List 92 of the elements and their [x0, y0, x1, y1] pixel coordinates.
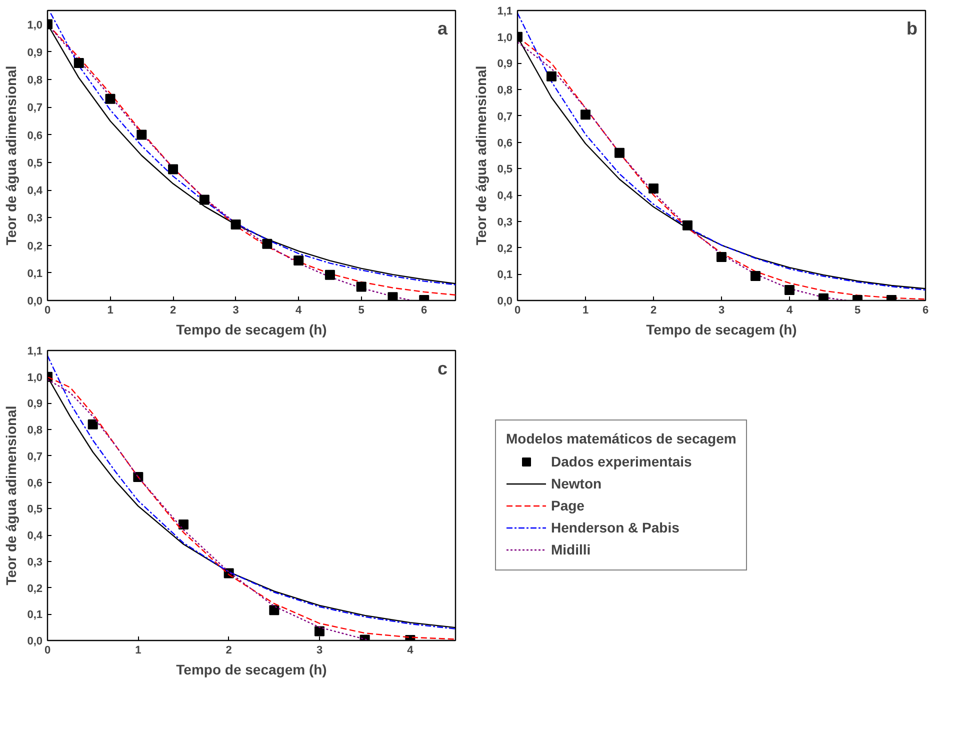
point — [682, 220, 692, 230]
y-tick-label: 0,5 — [27, 157, 43, 170]
y-tick-label: 0,8 — [497, 84, 513, 97]
legend-label: Midilli — [551, 542, 591, 558]
annotation: c — [437, 358, 448, 378]
x-tick-label: 2 — [226, 644, 232, 656]
point — [614, 148, 624, 158]
x-tick-label: 1 — [135, 644, 142, 656]
legend-label: Newton — [551, 476, 602, 492]
x-tick-label: 4 — [407, 644, 414, 656]
y-tick-label: 0,5 — [497, 164, 513, 176]
x-tick-label: 3 — [232, 304, 239, 316]
x-tick-label: 4 — [296, 304, 303, 316]
legend-label: Dados experimentais — [551, 454, 692, 470]
y-tick-label: 1,0 — [27, 19, 43, 32]
x-axis-title: Tempo de secagem (h) — [176, 322, 327, 338]
y-tick-label: 0,3 — [27, 556, 43, 568]
point — [388, 292, 398, 300]
point — [74, 58, 84, 68]
y-tick-label: 0,0 — [27, 296, 43, 308]
x-tick-label: 6 — [922, 304, 929, 316]
x-tick-label: 3 — [316, 644, 323, 656]
y-tick-label: 0,6 — [27, 130, 43, 142]
y-tick-label: 0,8 — [27, 424, 43, 437]
point — [546, 71, 556, 82]
y-tick-label: 0,8 — [27, 74, 43, 87]
y-tick-label: 0,1 — [27, 268, 43, 280]
legend-label: Page — [551, 498, 584, 514]
point — [262, 238, 272, 249]
point — [314, 626, 324, 636]
y-axis-title: Teor de água adimensional — [3, 406, 20, 586]
y-tick-label: 0,2 — [497, 242, 513, 255]
y-tick-label: 0,3 — [497, 216, 513, 228]
x-tick-label: 6 — [421, 304, 428, 316]
y-tick-label: 0,2 — [27, 240, 43, 252]
point — [105, 94, 116, 104]
annotation: b — [906, 18, 918, 38]
y-tick-label: 0,7 — [27, 102, 43, 114]
y-tick-label: 0,4 — [27, 530, 44, 542]
x-axis-title: Tempo de secagem (h) — [176, 662, 327, 678]
x-tick-label: 5 — [854, 304, 861, 316]
y-tick-label: 1,0 — [27, 372, 43, 384]
point — [294, 255, 304, 266]
x-tick-label: 0 — [44, 644, 51, 656]
x-tick-label: 1 — [582, 304, 589, 316]
y-tick-label: 1,1 — [497, 6, 513, 18]
point — [648, 183, 658, 194]
y-tick-label: 0,7 — [27, 450, 43, 463]
y-tick-label: 0,2 — [27, 582, 43, 595]
y-tick-label: 0,9 — [497, 58, 513, 70]
point — [178, 520, 188, 530]
point — [580, 110, 590, 120]
x-tick-label: 2 — [170, 304, 176, 316]
point — [750, 270, 760, 281]
y-axis-title: Teor de água adimensional — [473, 66, 490, 246]
y-tick-label: 1,1 — [27, 346, 43, 358]
y-tick-label: 0,9 — [27, 46, 43, 59]
point — [784, 284, 794, 295]
point — [324, 270, 335, 280]
x-tick-label: 3 — [718, 304, 725, 316]
y-tick-label: 0,4 — [497, 190, 514, 202]
x-tick-label: 0 — [44, 304, 51, 316]
x-axis-title: Tempo de secagem (h) — [646, 322, 797, 338]
x-tick-label: 2 — [650, 304, 657, 316]
y-axis-title: Teor de água adimensional — [3, 66, 20, 246]
x-tick-label: 0 — [514, 304, 521, 316]
y-tick-label: 0,9 — [27, 398, 43, 410]
y-tick-label: 0,3 — [27, 212, 43, 225]
point — [136, 130, 147, 140]
y-tick-label: 0,0 — [27, 636, 43, 648]
x-tick-label: 5 — [358, 304, 364, 316]
point — [88, 419, 98, 430]
y-tick-label: 0,6 — [497, 137, 513, 150]
y-tick-label: 0,0 — [497, 296, 513, 308]
y-tick-label: 0,7 — [497, 110, 513, 123]
y-tick-label: 0,4 — [27, 185, 44, 198]
point — [269, 605, 280, 616]
y-tick-label: 1,0 — [497, 32, 513, 44]
point — [199, 194, 210, 205]
point — [168, 164, 178, 174]
x-tick-label: 4 — [786, 304, 794, 316]
point — [716, 252, 726, 262]
y-tick-label: 0,6 — [27, 477, 43, 490]
y-tick-label: 0,5 — [27, 504, 43, 516]
legend-title: Modelos matemáticos de secagem — [506, 430, 736, 446]
y-tick-label: 0,1 — [497, 269, 513, 282]
annotation: a — [437, 18, 448, 38]
x-tick-label: 1 — [107, 304, 114, 316]
legend-label: Henderson & Pabis — [551, 520, 680, 536]
point — [356, 282, 366, 292]
point — [230, 220, 241, 230]
y-tick-label: 0,1 — [27, 609, 43, 622]
